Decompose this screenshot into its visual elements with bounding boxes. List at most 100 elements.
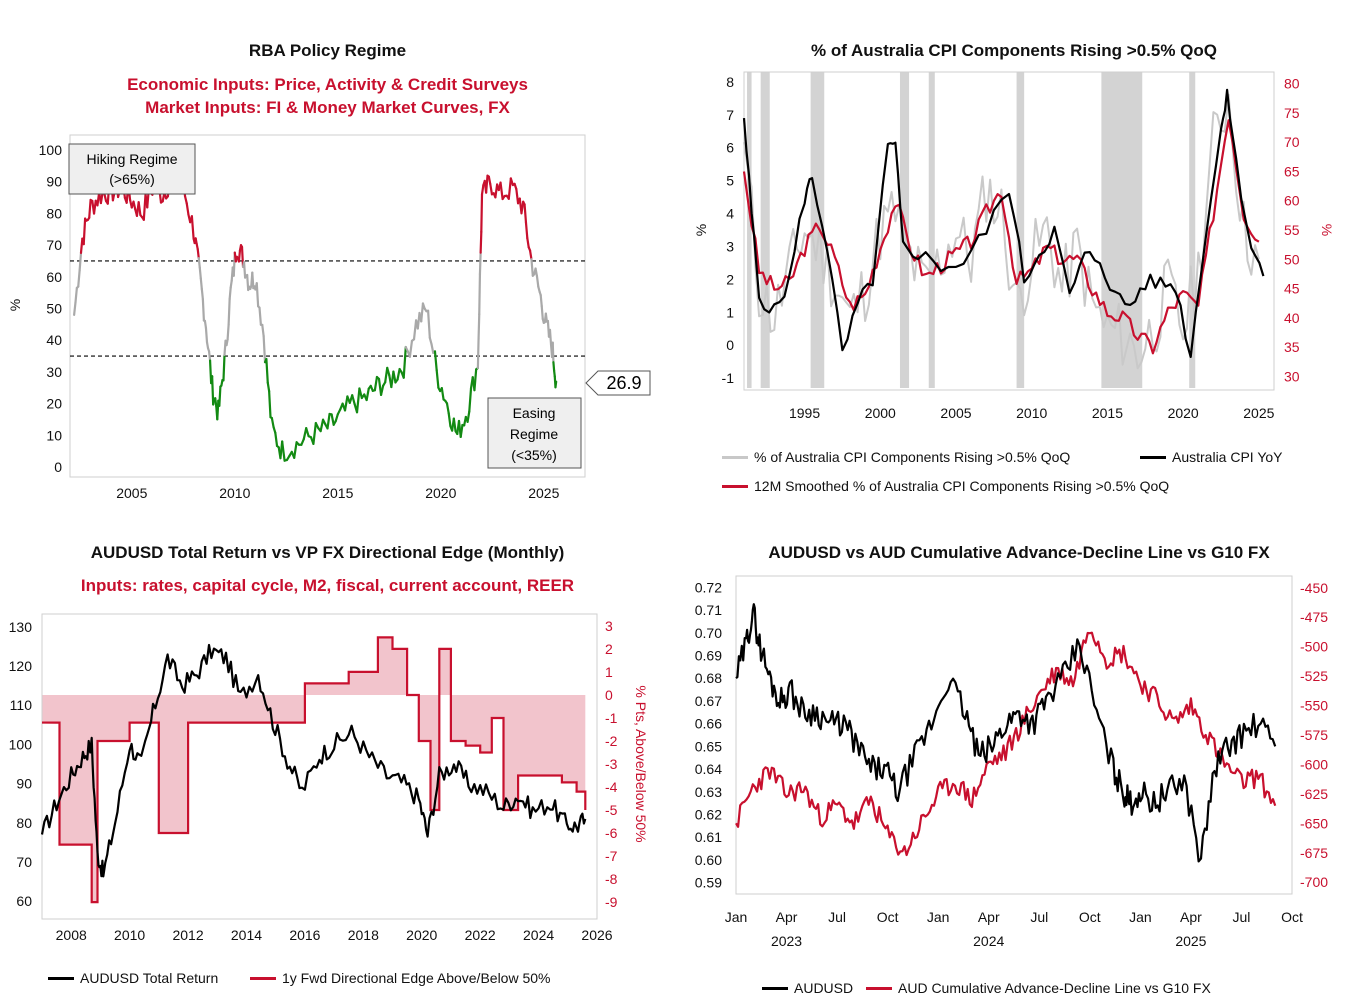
regime-line-segment (78, 251, 83, 272)
panel-audusd-advance-decline: AUDUSD vs AUD Cumulative Advance-Decline… (674, 504, 1348, 1008)
y-tick-label: 0 (54, 459, 62, 475)
regime-line-segment (74, 286, 78, 304)
regime-line-segment (262, 334, 267, 364)
x-tick-label: Jan (725, 909, 748, 925)
y-tick-label-right: -9 (605, 894, 618, 910)
regime-line-segment (218, 385, 222, 407)
x-tick-label: 2024 (523, 927, 554, 943)
x-tick-label: 2005 (940, 405, 971, 421)
y-tick-label-left: 0.70 (695, 625, 722, 641)
x-tick-label: 2020 (406, 927, 437, 943)
regime-line-segment (228, 286, 232, 301)
regime-line-segment (355, 387, 361, 414)
plot-frame (69, 134, 586, 478)
x-year-label: 2025 (1175, 933, 1206, 949)
recession-shade (1101, 72, 1143, 388)
regime-line-segment (552, 361, 556, 372)
regime-line-segment (373, 375, 379, 392)
y-tick-label: 10 (46, 427, 62, 443)
regime-line-segment (211, 375, 215, 406)
regime-line-segment (478, 251, 482, 276)
regime-line-segment (435, 369, 440, 389)
regime-line-segment (185, 202, 190, 216)
regime-line-segment (203, 319, 208, 330)
y-tick-label-left: 130 (9, 619, 33, 635)
regime-line-segment (197, 256, 201, 269)
y-tick-label-right: 45 (1284, 281, 1300, 297)
y-tick-label-right: -700 (1300, 874, 1328, 890)
series-directional-edge-line (41, 636, 587, 904)
y-tick-label-right: -6 (605, 825, 618, 841)
y-tick-label-left: 100 (9, 736, 33, 752)
y-tick-label-right: 30 (1284, 368, 1300, 384)
x-tick-label: Jul (1233, 909, 1251, 925)
recession-shade (747, 72, 752, 388)
x-tick-label: Jul (828, 909, 846, 925)
regime-line-segment (445, 402, 450, 415)
x-tick-label: Jul (1030, 909, 1048, 925)
regime-line-segment (132, 200, 137, 211)
y-tick-label-left: 5 (726, 173, 734, 189)
recession-shade (928, 72, 935, 388)
regime-line-segment (293, 441, 298, 459)
easing-regime-label: Regime (510, 426, 558, 442)
regime-line-segment (489, 182, 494, 196)
x-tick-label: Oct (877, 909, 899, 925)
regime-line-segment (396, 367, 401, 381)
y-tick-label-right: -525 (1300, 668, 1328, 684)
y-tick-label-right: -475 (1300, 609, 1328, 625)
regime-line-segment (73, 301, 77, 316)
regime-line-segment (433, 350, 438, 372)
regime-line-segment (312, 421, 317, 445)
series-audusd-total-return-line (40, 643, 587, 878)
regime-line-segment (551, 341, 555, 364)
y-tick-label-left: 0.61 (695, 829, 722, 845)
regime-line-segment (255, 282, 260, 308)
hiking-regime-threshold: (>65%) (109, 171, 155, 187)
y-tick-label: 50 (46, 301, 62, 317)
y-tick-label: 100 (39, 142, 63, 158)
regime-line-segment (468, 387, 473, 413)
regime-line-segment (480, 193, 484, 233)
panel-rba-policy-regime: RBA Policy Regime Economic Inputs: Price… (0, 0, 674, 504)
y-tick-label-left: 6 (726, 140, 734, 156)
legend-item: AUDUSD Total Return (48, 970, 218, 986)
y-tick-label-left: 2 (726, 271, 734, 287)
x-tick-label: Jan (927, 909, 950, 925)
regime-line-segment (520, 200, 525, 215)
y-tick-label: 20 (46, 396, 62, 412)
regime-line-segment (258, 306, 262, 326)
y-tick-label-right: -575 (1300, 727, 1328, 743)
regime-line-segment (88, 198, 92, 219)
hiking-regime-box (68, 143, 196, 195)
regime-line-segment (535, 274, 540, 288)
y-tick-label-left: 0.59 (695, 875, 722, 891)
y-tick-label-right: -625 (1300, 786, 1328, 802)
regime-line-segment (270, 416, 275, 429)
y-tick-label-left: 0.65 (695, 738, 722, 754)
regime-line-segment (183, 195, 188, 205)
y-tick-label-right: -2 (605, 733, 618, 749)
y-tick-label-right: 80 (1284, 76, 1300, 92)
regime-line-segment (480, 183, 485, 196)
regime-line-segment (343, 395, 349, 412)
series-smoothed-components-line (742, 119, 1260, 355)
regime-line-segment (447, 412, 452, 428)
series-advance-decline-line (735, 631, 1277, 857)
x-tick-label: 2015 (322, 485, 353, 501)
regime-line-segment (379, 384, 385, 396)
last-value-label: 26.9 (606, 373, 641, 393)
regime-line-segment (473, 368, 478, 392)
y-tick-label-left: 0.67 (695, 693, 722, 709)
regime-line-segment (222, 353, 226, 382)
regime-line-segment (351, 394, 356, 406)
x-tick-label: 2025 (528, 485, 559, 501)
y-tick-label-left: 8 (726, 74, 734, 90)
regime-line-segment (426, 309, 431, 339)
regime-line-segment (507, 177, 512, 200)
regime-line-segment (479, 230, 483, 254)
easing-regime-box (487, 397, 582, 469)
y-tick-label: 30 (46, 364, 62, 380)
x-tick-label: Apr (978, 909, 1000, 925)
